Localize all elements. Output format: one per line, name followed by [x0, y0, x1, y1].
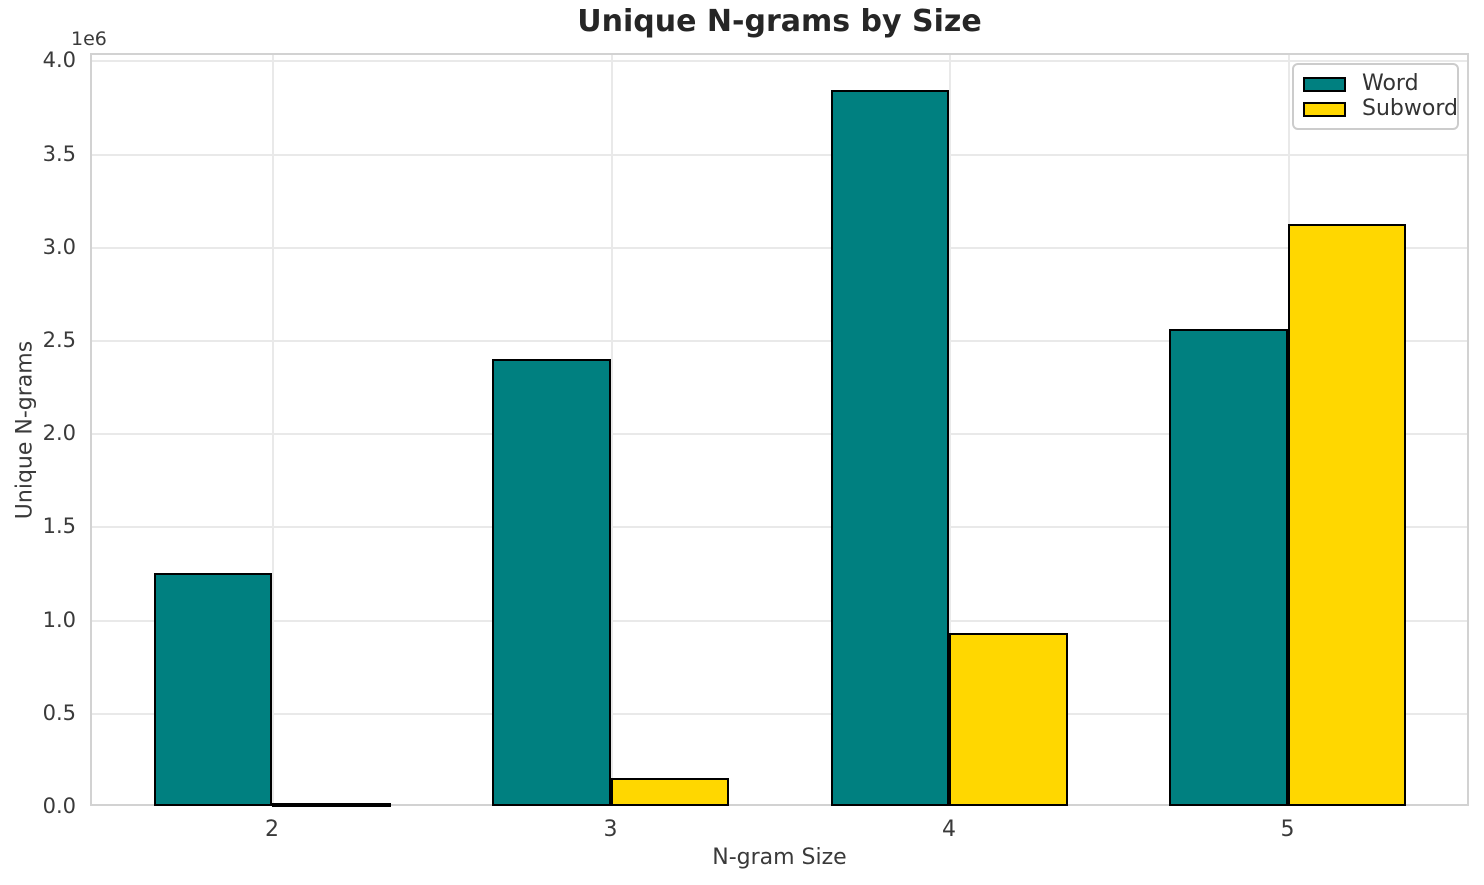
plot-area — [90, 53, 1469, 808]
bar-subword-4 — [949, 632, 1068, 806]
gridline-horizontal — [92, 619, 1467, 622]
gridline-horizontal — [92, 433, 1467, 436]
legend-item-subword: Subword — [1303, 98, 1458, 120]
y-tick-label: 3.5 — [42, 141, 76, 166]
gridline-horizontal — [92, 712, 1467, 715]
bar-word-3 — [492, 358, 611, 806]
gridline-vertical — [610, 55, 613, 804]
legend-label-word: Word — [1362, 71, 1419, 96]
gridline-horizontal — [92, 340, 1467, 343]
legend-label-subword: Subword — [1362, 96, 1458, 121]
chart-title: Unique N-grams by Size — [577, 4, 982, 39]
x-tick-label: 3 — [603, 817, 618, 842]
gridline-horizontal — [92, 60, 1467, 63]
y-tick-label: 3.0 — [42, 234, 76, 259]
y-tick-label: 4.0 — [42, 48, 76, 73]
legend-swatch-subword — [1303, 101, 1346, 117]
gridline-vertical — [272, 55, 274, 804]
y-tick-label: 1.5 — [42, 514, 76, 539]
bar-word-2 — [153, 573, 272, 806]
x-tick-label: 4 — [942, 817, 956, 842]
bar-subword-3 — [610, 778, 729, 806]
y-tick-label: 0.0 — [42, 794, 76, 818]
y-tick-label: 2.5 — [42, 328, 76, 353]
bar-subword-2 — [272, 803, 391, 808]
y-tick-label: 2.0 — [42, 421, 76, 446]
legend-item-word: Word — [1303, 73, 1447, 95]
bar-word-4 — [830, 90, 949, 806]
y-axis-offset-text: 1e6 — [71, 28, 107, 50]
gridline-horizontal — [92, 246, 1467, 249]
x-axis-label: N-gram Size — [712, 845, 847, 870]
gridline-vertical — [949, 55, 951, 804]
x-tick-label: 2 — [265, 817, 279, 842]
bar-word-5 — [1169, 328, 1288, 806]
gridline-horizontal — [92, 153, 1467, 156]
gridline-horizontal — [92, 526, 1467, 529]
legend: Word Subword — [1292, 63, 1459, 130]
x-tick-label: 5 — [1280, 817, 1295, 842]
y-tick-label: 0.5 — [42, 700, 76, 725]
y-tick-label: 1.0 — [42, 607, 76, 632]
legend-swatch-word — [1303, 76, 1346, 92]
bar-subword-5 — [1287, 224, 1406, 806]
